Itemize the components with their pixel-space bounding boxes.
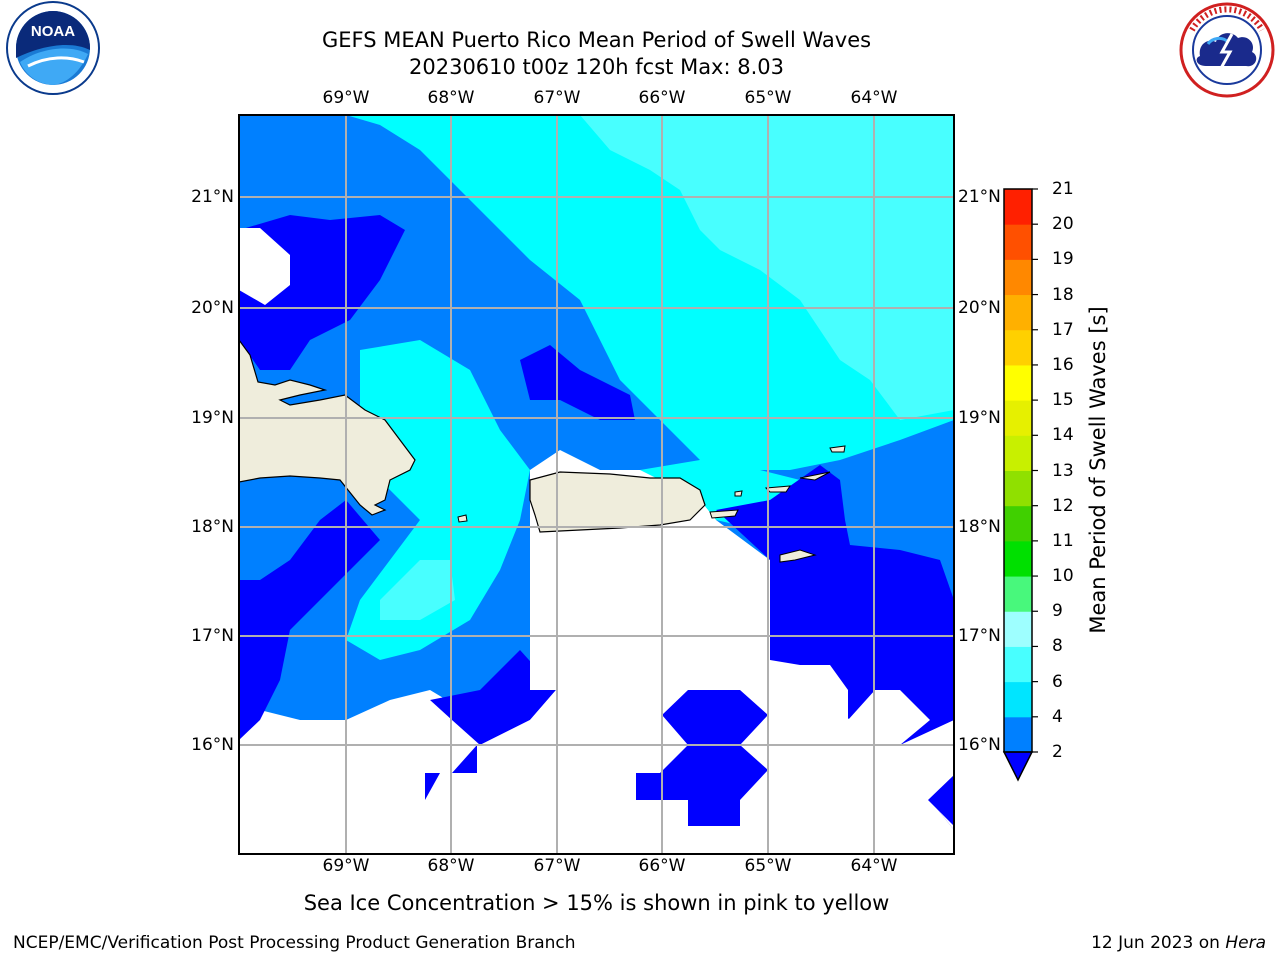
colorbar-tick-label: 15: [1052, 390, 1074, 411]
lon-label-top: 69°W: [322, 88, 370, 108]
lon-label-top: 68°W: [427, 88, 475, 108]
colorbar-tick-label: 19: [1052, 249, 1074, 270]
colorbar-segment: [1004, 224, 1032, 260]
lat-label-left: 19°N: [191, 408, 234, 428]
period-band-6-8: [380, 115, 954, 620]
colorbar-tick-label: 21: [1052, 179, 1074, 199]
lat-label-left: 16°N: [191, 735, 234, 755]
footer-host: Hera: [1225, 933, 1266, 953]
colorbar-tick-label: 2: [1052, 742, 1063, 762]
lon-label-bottom: 69°W: [322, 856, 370, 876]
colorbar-tick-label: 6: [1052, 671, 1063, 692]
map-frame: [238, 114, 955, 855]
colorbar-tick-label: 14: [1052, 425, 1074, 446]
colorbar-tick-label: 16: [1052, 354, 1074, 375]
colorbar-segment: [1004, 470, 1032, 507]
colorbar-segment: [1004, 716, 1032, 753]
lat-label-left: 20°N: [191, 298, 234, 318]
footer-date: 12 Jun 2023 on Hera: [1091, 933, 1266, 953]
colorbar-label: Mean Period of Swell Waves [s]: [1086, 306, 1110, 634]
colorbar-tick-label: 12: [1052, 495, 1074, 516]
period-band-below-2: [239, 215, 954, 850]
lat-label-right: 17°N: [958, 626, 1001, 646]
land-hispaniola: [239, 338, 416, 516]
lat-label-right: 21°N: [958, 187, 1001, 207]
colorbar-tick-label: 13: [1052, 460, 1074, 481]
footer-credit: NCEP/EMC/Verification Post Processing Pr…: [13, 933, 576, 953]
colorbar-segment: [1004, 576, 1032, 612]
lon-label-top: 65°W: [744, 88, 792, 108]
noaa-logo-icon: NOAA: [6, 1, 100, 95]
no-data-south: [239, 450, 954, 854]
colorbar-tick-label: 8: [1052, 636, 1063, 657]
colorbar-segment: [1004, 400, 1032, 436]
colorbar-tick-label: 18: [1052, 284, 1074, 305]
lon-label-bottom: 66°W: [638, 856, 686, 876]
lat-label-right: 16°N: [958, 735, 1001, 755]
colorbar-segment: [1004, 646, 1032, 683]
lon-label-top: 66°W: [638, 88, 686, 108]
colorbar-segment: [1004, 189, 1032, 225]
lat-label-right: 19°N: [958, 408, 1001, 428]
map-subtitle-date: 20230610 t00z 120h fcst Max: 8.03: [409, 55, 784, 79]
sea-ice-note: Sea Ice Concentration > 15% is shown in …: [303, 891, 890, 915]
colorbar-segment: [1004, 681, 1032, 718]
colorbar-tick-label: 10: [1052, 566, 1074, 587]
lon-label-bottom: 64°W: [850, 856, 898, 876]
colorbar-segment: [1004, 294, 1032, 331]
lon-label-bottom: 65°W: [744, 856, 792, 876]
lon-label-bottom: 67°W: [533, 856, 581, 876]
footer-date-text: 12 Jun 2023 on: [1091, 933, 1226, 953]
colorbar-segment: [1004, 435, 1032, 471]
lat-label-left: 21°N: [191, 187, 234, 207]
colorbar-tick-label: 20: [1052, 214, 1074, 235]
lon-label-top: 64°W: [850, 88, 898, 108]
colorbar-segment: [1004, 259, 1032, 296]
colorbar-segment: [1004, 329, 1032, 366]
colorbar-segment: [1004, 364, 1032, 401]
lat-label-left: 18°N: [191, 517, 234, 537]
graticule: [239, 115, 954, 854]
colorbar-segment: [1004, 611, 1032, 647]
lat-label-right: 18°N: [958, 517, 1001, 537]
colorbar-tick-label: 4: [1052, 706, 1063, 727]
lat-label-right: 20°N: [958, 298, 1001, 318]
colorbar-tick-label: 9: [1052, 601, 1063, 622]
colorbar-tick-label: 11: [1052, 530, 1074, 551]
lon-label-bottom: 68°W: [427, 856, 475, 876]
colorbar-segment: [1004, 540, 1032, 577]
colorbar-tick-label: 17: [1052, 319, 1074, 340]
noaa-logo-text: NOAA: [31, 23, 75, 40]
map-title: GEFS MEAN Puerto Rico Mean Period of Swe…: [321, 28, 872, 52]
colorbar-segment: [1004, 505, 1032, 542]
lat-label-left: 17°N: [191, 626, 234, 646]
colorbar-extend-arrow: [1002, 751, 1034, 782]
nws-logo-icon: [1179, 2, 1275, 98]
lon-label-top: 67°W: [533, 88, 581, 108]
